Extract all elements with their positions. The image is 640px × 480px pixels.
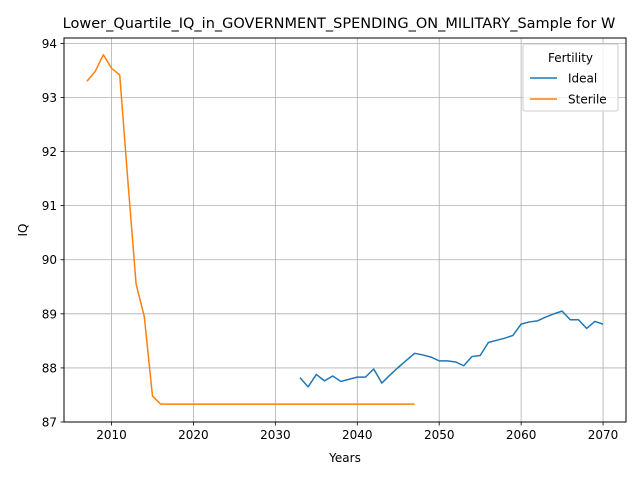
x-tick-label: 2030 (260, 428, 291, 442)
series-line-ideal (299, 310, 604, 388)
legend-box (522, 43, 619, 112)
y-tick-label: 94 (42, 37, 57, 51)
x-tick-label: 2020 (178, 428, 209, 442)
y-tick-label: 91 (42, 199, 57, 213)
y-axis-label: IQ (16, 224, 30, 237)
legend-label-ideal: Ideal (568, 72, 597, 86)
legend-title: Fertility (548, 51, 593, 65)
y-tick-label: 93 (42, 91, 57, 105)
series-line-sterile (86, 54, 415, 405)
y-tick-label: 87 (42, 416, 57, 430)
y-tick-label: 92 (42, 145, 57, 159)
y-tick-label: 90 (42, 253, 57, 267)
legend-label-sterile: Sterile (568, 93, 607, 107)
x-tick-label: 2050 (424, 428, 455, 442)
plot-frame (63, 37, 627, 423)
chart-title: Lower_Quartile_IQ_in_GOVERNMENT_SPENDING… (63, 16, 616, 32)
y-tick-label: 89 (42, 307, 57, 321)
x-axis-ticks: 2010 2020 2030 2040 2050 2060 2070 (96, 422, 618, 442)
series-lines (86, 54, 604, 405)
x-tick-label: 2060 (506, 428, 537, 442)
x-axis-label: Years (328, 451, 361, 465)
legend: Fertility Ideal Sterile (522, 43, 619, 112)
y-tick-label: 88 (42, 361, 57, 375)
x-tick-label: 2070 (588, 428, 619, 442)
x-tick-label: 2040 (342, 428, 373, 442)
x-tick-label: 2010 (96, 428, 127, 442)
y-axis-ticks: 87 88 89 90 91 92 93 94 (42, 37, 64, 430)
